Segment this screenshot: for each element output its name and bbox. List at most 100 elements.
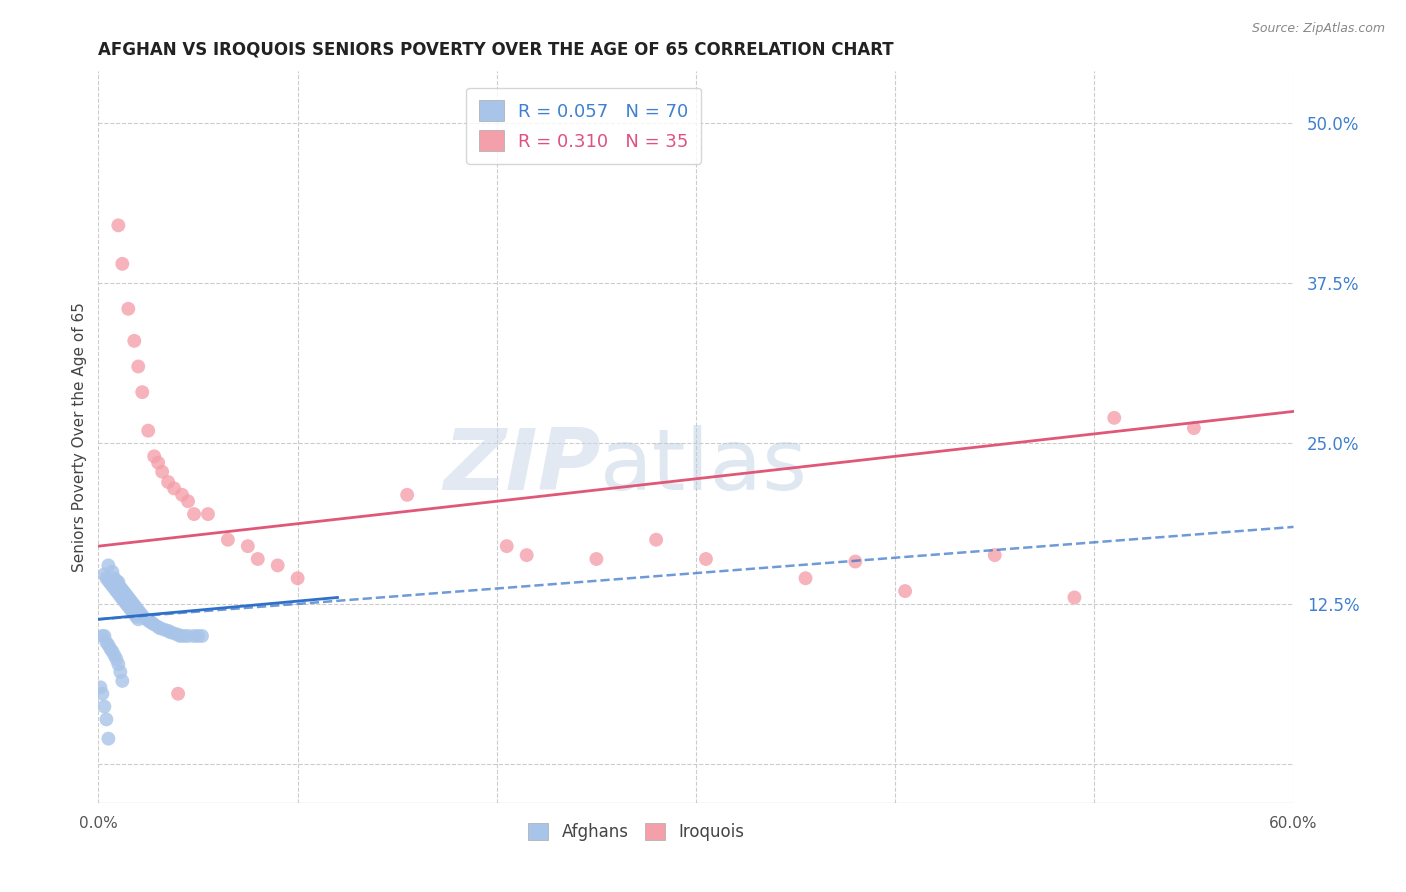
Point [148,620,170,634]
Point [97,574,120,588]
Point [101,579,124,593]
Point [110,589,132,603]
Point [117,301,139,316]
Point [117,599,139,614]
Point [197,507,219,521]
Point [495,539,517,553]
Point [101,565,124,579]
Point [124,607,146,622]
Point [1063,591,1085,605]
Point [121,596,143,610]
Point [127,603,149,617]
Point [107,575,129,590]
Point [136,424,159,438]
Point [89,681,111,695]
Point [115,597,138,611]
Point [1104,410,1126,425]
Point [183,507,205,521]
Point [111,257,134,271]
Point [167,687,190,701]
Point [984,548,1007,562]
Point [695,552,717,566]
Point [141,616,163,631]
Point [96,571,118,585]
Text: AFGHAN VS IROQUOIS SENIORS POVERTY OVER THE AGE OF 65 CORRELATION CHART: AFGHAN VS IROQUOIS SENIORS POVERTY OVER … [98,41,894,59]
Point [124,598,146,612]
Point [125,600,148,615]
Point [110,665,132,679]
Y-axis label: Seniors Poverty Over the Age of 65: Seniors Poverty Over the Age of 65 [72,302,87,572]
Point [645,533,668,547]
Point [187,629,209,643]
Point [97,731,120,746]
Point [105,574,128,588]
Point [111,673,134,688]
Point [159,625,181,640]
Text: ZIP: ZIP [443,425,600,508]
Point [129,606,152,620]
Point [136,614,159,628]
Point [516,548,538,562]
Point [844,555,866,569]
Point [112,594,135,608]
Point [153,623,176,637]
Point [191,629,214,643]
Point [163,626,186,640]
Point [157,624,180,638]
Point [163,482,186,496]
Point [112,585,135,599]
Text: atlas: atlas [600,425,808,508]
Point [115,588,138,602]
Point [148,456,170,470]
Point [172,488,194,502]
Point [1182,421,1205,435]
Point [127,359,149,374]
Point [396,488,419,502]
Point [169,629,191,643]
Point [173,629,195,643]
Point [127,612,149,626]
Point [246,552,269,566]
Point [125,609,148,624]
Point [267,558,290,573]
Point [91,687,114,701]
Point [91,629,114,643]
Point [120,593,142,607]
Point [93,567,115,582]
Point [97,558,120,573]
Point [111,591,134,606]
Point [110,580,132,594]
Point [177,494,200,508]
Point [143,617,166,632]
Point [149,621,172,635]
Point [98,641,122,656]
Text: Source: ZipAtlas.com: Source: ZipAtlas.com [1251,22,1385,36]
Point [134,611,156,625]
Point [794,571,817,585]
Point [183,629,205,643]
Point [103,571,125,585]
Point [131,608,153,623]
Point [131,385,153,400]
Point [107,577,129,591]
Point [97,638,120,652]
Point [217,533,239,547]
Point [157,475,180,489]
Point [111,582,134,597]
Point [124,334,146,348]
Point [103,648,125,663]
Point [93,699,115,714]
Point [167,628,190,642]
Point [93,629,115,643]
Point [139,615,162,629]
Point [107,657,129,672]
Point [107,587,129,601]
Point [177,629,200,643]
Point [107,219,129,233]
Point [101,644,124,658]
Point [121,605,143,619]
Point [98,576,122,591]
Point [117,591,139,605]
Point [287,571,309,585]
Legend: Afghans, Iroquois: Afghans, Iroquois [520,814,752,849]
